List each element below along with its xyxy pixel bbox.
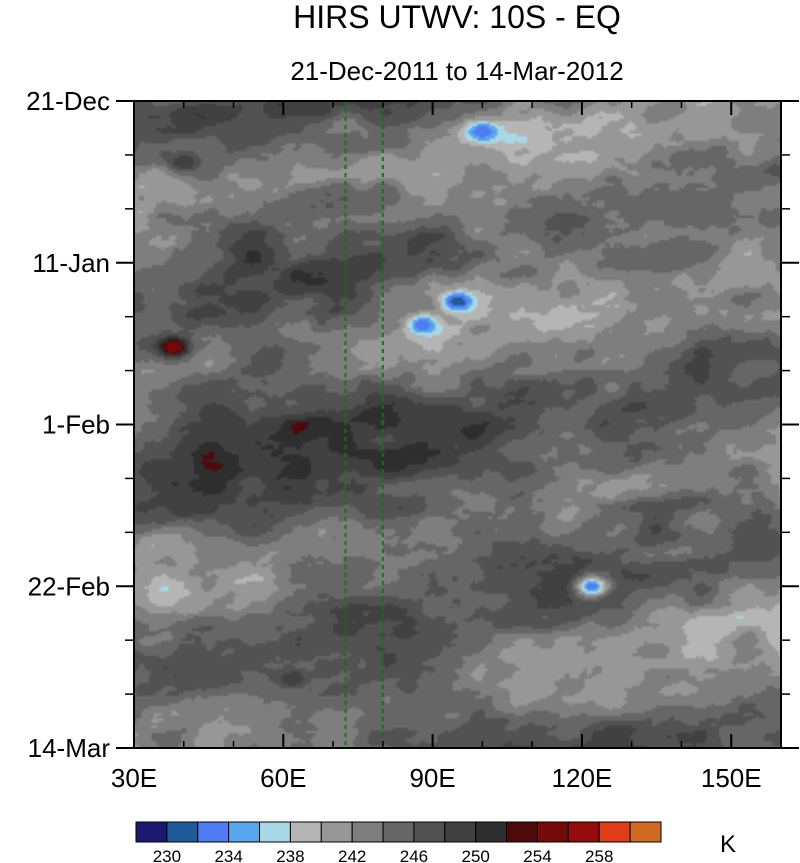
colorbar-swatch [382, 821, 415, 843]
colorbar-swatch [598, 821, 631, 843]
colorbar-swatch [506, 821, 538, 843]
colorbar-swatch [413, 821, 446, 843]
x-tick-label: 30E [111, 763, 157, 793]
colorbar-tick-label: 242 [338, 847, 366, 863]
contour-field [134, 101, 781, 748]
x-tick-label: 60E [260, 763, 306, 793]
colorbar-swatch [444, 821, 477, 843]
colorbar-tick-label: 246 [400, 847, 428, 863]
colorbar-swatch [320, 821, 353, 843]
colorbar-swatch [351, 821, 384, 843]
x-tick-label: 90E [409, 763, 455, 793]
colorbar-tick-label: 254 [523, 847, 551, 863]
colorbar-tick-label: 238 [276, 847, 304, 863]
colorbar-tick-label: 230 [153, 847, 181, 863]
colorbar-tick-label: 250 [462, 847, 490, 863]
colorbar-swatch [228, 821, 261, 843]
colorbar-swatch [536, 821, 569, 843]
colorbar-swatch [629, 821, 662, 843]
colorbar-swatch [475, 821, 508, 843]
colorbar-swatch [259, 821, 291, 843]
colorbar-tick-label: 258 [585, 847, 613, 863]
chart-title: HIRS UTWV: 10S - EQ [293, 0, 621, 35]
y-tick-label: 11-Jan [32, 248, 110, 278]
colorbar-tick-label: 234 [214, 847, 242, 863]
y-tick-label: 22-Feb [28, 571, 110, 601]
heatmap-image [134, 101, 781, 748]
colorbar-swatch [289, 821, 322, 843]
x-tick-label: 120E [552, 763, 613, 793]
y-tick-label: 1-Feb [42, 410, 110, 440]
colorbar-swatch [135, 821, 168, 843]
y-tick-label: 21-Dec [26, 86, 110, 116]
colorbar-swatch [197, 821, 230, 843]
chart-subtitle: 21-Dec-2011 to 14-Mar-2012 [290, 56, 623, 86]
colorbar-units: K [720, 831, 736, 858]
colorbar-swatch [567, 821, 600, 843]
colorbar-swatch [166, 821, 199, 843]
y-tick-label: 14-Mar [28, 733, 111, 763]
x-tick-label: 150E [701, 763, 762, 793]
